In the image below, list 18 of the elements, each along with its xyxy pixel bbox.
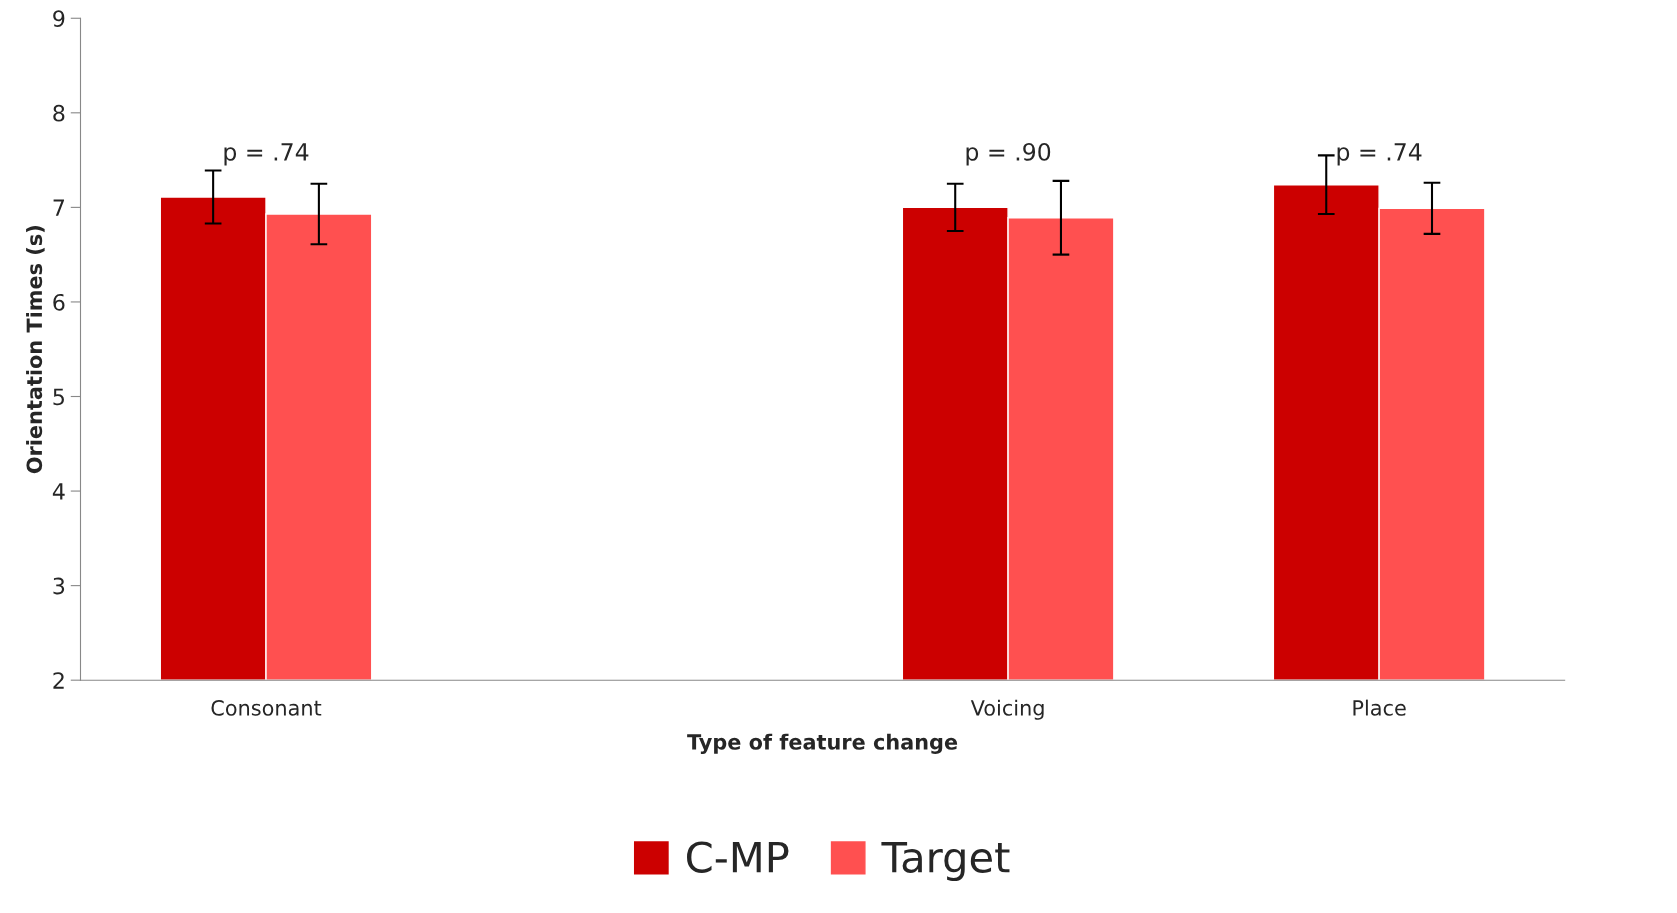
legend-label: Target [881, 841, 1010, 881]
y-tick-label: 8 [53, 104, 65, 122]
annotation: p = .74 [224, 143, 309, 166]
y-tick-label: 5 [53, 388, 64, 406]
x-tick-label: Place [1353, 699, 1406, 716]
y-tick-label: 4 [52, 483, 65, 500]
y-tick-label: 3 [53, 577, 65, 595]
y-tick-label: 7 [53, 199, 65, 216]
x-tick-label: Voicing [970, 699, 1044, 720]
y-tick-label: 9 [53, 10, 65, 28]
y-axis-title: Orientation Times (s) [26, 226, 45, 474]
annotation: p = .74 [1337, 143, 1422, 166]
x-tick-label: Consonant [211, 700, 322, 716]
annotation: p = .90 [966, 142, 1051, 166]
legend-label: C-MP [687, 841, 789, 873]
y-tick-label: 2 [53, 672, 64, 689]
x-axis-title: Type of feature change [687, 733, 958, 755]
y-tick-label: 6 [53, 293, 65, 311]
